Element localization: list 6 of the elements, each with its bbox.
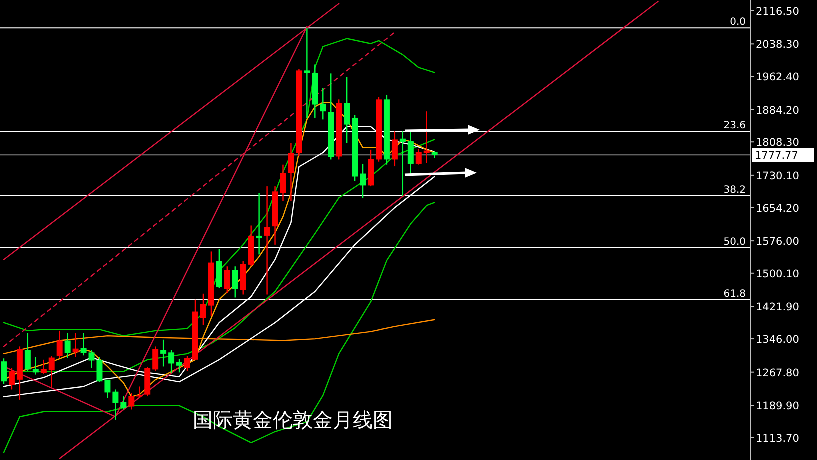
annotation: 23.6 [724,120,746,132]
annotation: 50.0 [724,236,746,248]
annotation: 38.2 [724,184,746,196]
annotation: 0.0 [730,17,746,28]
ref-line-label: 1777.77 [755,150,798,162]
annotation: 61.8 [724,288,746,300]
